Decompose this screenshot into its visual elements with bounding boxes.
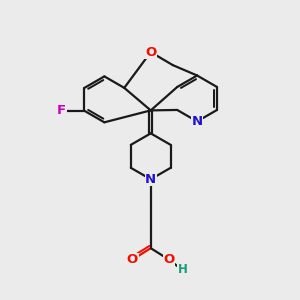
- Text: O: O: [145, 46, 156, 59]
- Text: O: O: [127, 253, 138, 266]
- Text: H: H: [177, 263, 187, 277]
- Text: O: O: [164, 253, 175, 266]
- Text: F: F: [57, 104, 66, 117]
- Text: N: N: [191, 115, 203, 128]
- Text: N: N: [145, 173, 156, 186]
